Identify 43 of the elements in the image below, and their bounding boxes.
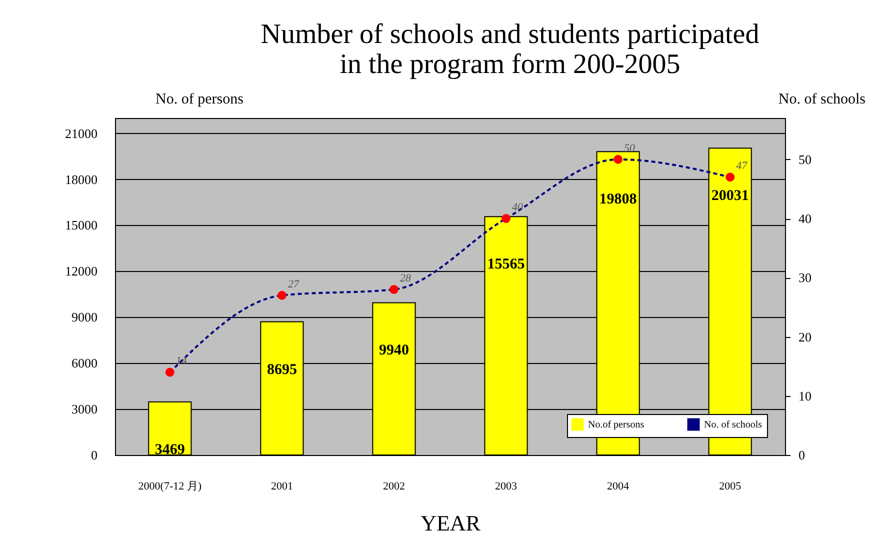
y-tick-label: 6000 [72,356,98,371]
x-tick-label: 2003 [495,480,518,492]
x-tick-label: 2000(7-12 月) [138,480,202,492]
point [614,154,623,164]
y-tick-label: 18000 [65,172,98,187]
y-axis-title: No. of persons [156,92,244,108]
y2-tick-label: 50 [798,152,812,167]
text: in the program form 200-2005 [340,49,680,80]
y2-tick-label: 10 [798,388,812,404]
data-label: 9940 [378,342,409,359]
y2-tick-label: 20 [798,329,812,344]
data-label: 8695 [266,362,297,378]
y-tick-label: 3000 [72,402,98,417]
data-label: 19808 [599,192,637,208]
data-label: 27 [288,278,300,290]
x-tick-label: 2004 [607,480,630,492]
y-tick-label: 15000 [65,218,98,233]
y-tick-label: 0 [91,448,98,462]
x-tick-label: 2002 [382,480,405,492]
x-axis-title: YEAR [420,510,481,536]
y-tick-label: 12000 [65,264,98,279]
y2-axis-title: No. of schools [778,92,866,108]
legend-label: No.of persons [588,420,644,431]
text: Number of schools and students participated [260,19,760,50]
legend-label: No. of schools [704,420,762,431]
data-label: 47 [736,160,748,172]
data-label: 40 [512,202,524,214]
data-label: 28 [400,272,412,284]
y-tick-label: 21000 [65,126,98,141]
y-tick-label: 9000 [72,310,98,325]
point [502,214,510,223]
x-tick-label: 2005 [719,480,742,492]
data-label: 15565 [487,256,525,273]
point [390,284,398,294]
data-label: 3469 [154,442,185,458]
point [726,172,735,182]
point [165,368,174,377]
data-label: 20031 [711,188,749,204]
y2-tick-label: 30 [798,270,812,286]
x-tick-label: 2001 [270,480,293,492]
point [277,290,286,300]
y2-tick-label: 0 [798,448,805,462]
y2-tick-label: 40 [798,211,812,226]
